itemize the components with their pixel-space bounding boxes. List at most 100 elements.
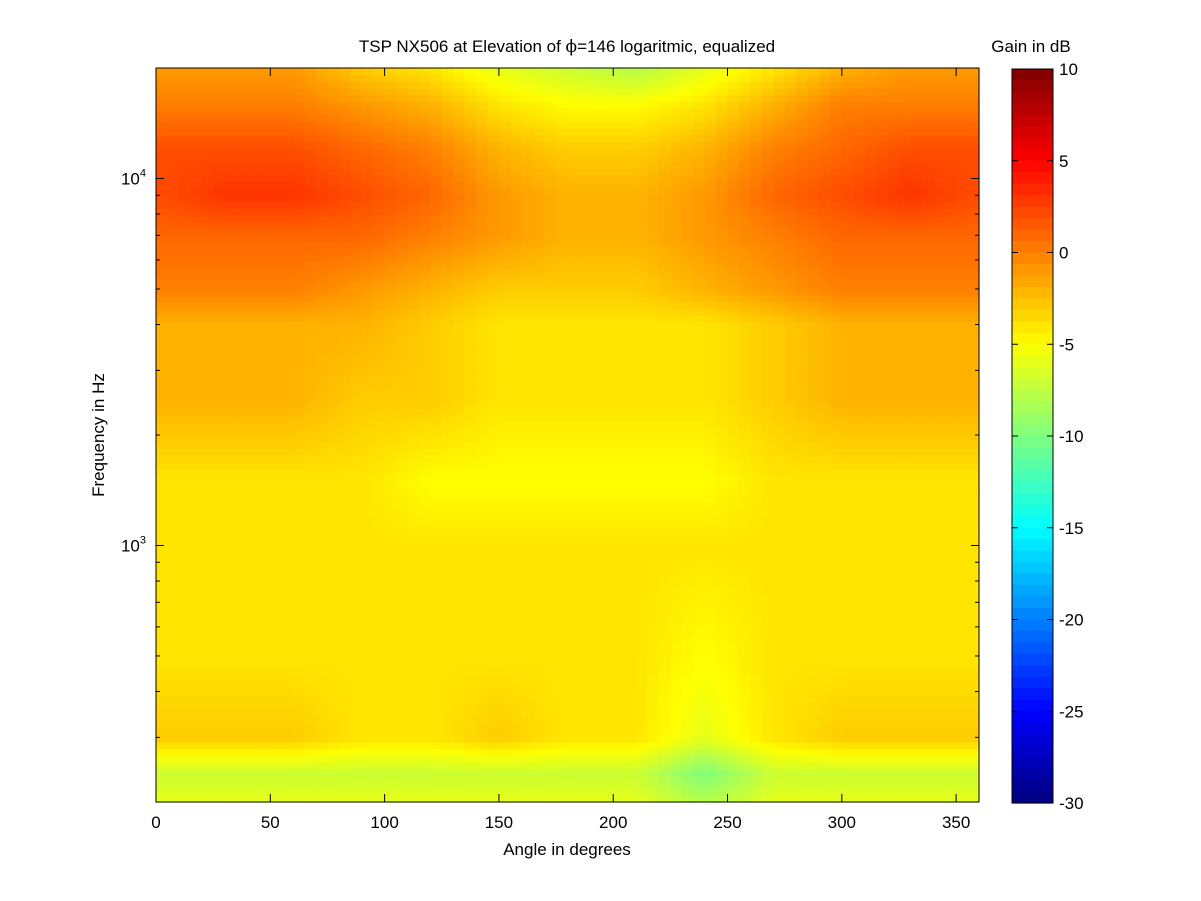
- heatmap-cell: [236, 575, 249, 583]
- heatmap-cell: [704, 535, 717, 543]
- heatmap-cell: [167, 521, 180, 530]
- heatmap-cell: [441, 628, 454, 636]
- heatmap-cell: [956, 481, 969, 489]
- heatmap-cell: [636, 515, 649, 523]
- heatmap-cell: [716, 475, 729, 483]
- heatmap-cell: [476, 414, 489, 423]
- heatmap-cell: [818, 581, 831, 590]
- heatmap-cell: [738, 548, 751, 556]
- heatmap-cell: [258, 528, 271, 536]
- heatmap-cell: [670, 748, 683, 756]
- heatmap-cell: [201, 748, 214, 756]
- heatmap-cell: [316, 695, 329, 703]
- heatmap-cell: [533, 595, 546, 603]
- heatmap-cell: [510, 741, 523, 750]
- heatmap-cell: [704, 615, 717, 623]
- heatmap-cell: [613, 701, 626, 710]
- heatmap-cell: [418, 635, 431, 643]
- heatmap-cell: [944, 388, 957, 396]
- heatmap-cell: [876, 548, 889, 556]
- heatmap-cell: [807, 528, 820, 536]
- heatmap-cell: [818, 648, 831, 656]
- heatmap-cell: [156, 621, 169, 630]
- heatmap-cell: [293, 354, 306, 363]
- heatmap-cell: [750, 481, 763, 489]
- heatmap-cell: [453, 768, 466, 776]
- heatmap-cell: [270, 361, 283, 369]
- heatmap-cell: [578, 675, 591, 683]
- heatmap-cell: [316, 475, 329, 483]
- heatmap-cell: [156, 575, 169, 583]
- heatmap-cell: [658, 715, 671, 723]
- heatmap-cell: [773, 735, 786, 743]
- heatmap-cell: [258, 348, 271, 356]
- heatmap-cell: [350, 508, 363, 516]
- heatmap-cell: [167, 775, 180, 783]
- heatmap-cell: [476, 561, 489, 570]
- heatmap-cell: [647, 341, 660, 349]
- heatmap-cell: [418, 341, 431, 349]
- heatmap-cell: [807, 515, 820, 523]
- heatmap-cell: [830, 461, 843, 469]
- heatmap-cell: [544, 501, 557, 509]
- heatmap-cell: [658, 675, 671, 683]
- heatmap-cell: [407, 388, 420, 396]
- heatmap-cell: [967, 408, 980, 416]
- heatmap-cell: [190, 414, 203, 423]
- heatmap-cell: [464, 761, 477, 770]
- heatmap-cell: [933, 575, 946, 583]
- heatmap-cell: [224, 761, 237, 770]
- heatmap-cell: [727, 628, 740, 636]
- heatmap-cell: [716, 715, 729, 723]
- heatmap-cell: [213, 635, 226, 643]
- heatmap-cell: [704, 561, 717, 570]
- heatmap-cell: [613, 448, 626, 456]
- heatmap-cell: [247, 501, 260, 509]
- heatmap-cell: [441, 681, 454, 690]
- heatmap-cell: [921, 508, 934, 516]
- heatmap-cell: [178, 421, 191, 429]
- heatmap-cell: [338, 441, 351, 449]
- heatmap-cell: [761, 795, 774, 803]
- heatmap-cell: [967, 575, 980, 583]
- heatmap-cell: [258, 561, 271, 570]
- heatmap-cell: [647, 708, 660, 716]
- heatmap-cell: [338, 354, 351, 363]
- heatmap-cell: [841, 568, 854, 576]
- heatmap-cell: [327, 541, 340, 550]
- heatmap-cell: [773, 795, 786, 803]
- heatmap-cell: [178, 761, 191, 770]
- heatmap-cell: [613, 721, 626, 730]
- heatmap-cell: [293, 541, 306, 550]
- heatmap-cell: [727, 721, 740, 730]
- heatmap-cell: [167, 374, 180, 383]
- heatmap-cell: [578, 775, 591, 783]
- heatmap-cell: [476, 695, 489, 703]
- heatmap-cell: [841, 388, 854, 396]
- heatmap-cell: [476, 641, 489, 650]
- heatmap-cell: [510, 568, 523, 576]
- heatmap-cell: [281, 588, 294, 596]
- heatmap-cell: [544, 368, 557, 376]
- heatmap-cell: [807, 561, 820, 570]
- heatmap-cell: [316, 635, 329, 643]
- heatmap-cell: [236, 381, 249, 389]
- heatmap-cell: [270, 388, 283, 396]
- heatmap-cell: [647, 695, 660, 703]
- heatmap-cell: [818, 381, 831, 389]
- heatmap-cell: [453, 761, 466, 770]
- heatmap-cell: [190, 508, 203, 516]
- heatmap-cell: [521, 368, 534, 376]
- heatmap-cell: [704, 768, 717, 776]
- heatmap-cell: [327, 655, 340, 663]
- heatmap-cell: [327, 695, 340, 703]
- heatmap-cell: [750, 421, 763, 429]
- heatmap-cell: [818, 621, 831, 630]
- heatmap-cell: [316, 521, 329, 530]
- heatmap-cell: [944, 475, 957, 483]
- heatmap-cell: [361, 721, 374, 730]
- heatmap-cell: [693, 475, 706, 483]
- heatmap-cell: [178, 701, 191, 710]
- heatmap-cell: [190, 548, 203, 556]
- heatmap-cell: [647, 495, 660, 503]
